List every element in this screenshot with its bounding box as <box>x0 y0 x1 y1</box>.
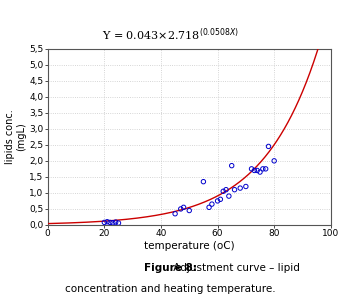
Point <box>113 220 118 225</box>
Point <box>181 205 186 210</box>
Point <box>260 166 266 171</box>
Point <box>187 208 192 213</box>
Point <box>178 206 183 211</box>
Text: concentration and heating temperature.: concentration and heating temperature. <box>65 284 276 294</box>
Point <box>257 170 263 174</box>
Point <box>206 205 212 210</box>
Point <box>254 168 260 173</box>
Point <box>110 220 116 225</box>
Point <box>223 187 229 192</box>
Point <box>263 166 268 171</box>
Point <box>209 202 214 206</box>
Point <box>107 220 113 225</box>
Text: Adjustment curve – lipid: Adjustment curve – lipid <box>170 263 300 273</box>
Point <box>218 197 223 202</box>
Point <box>226 194 232 199</box>
Point <box>243 184 249 189</box>
Point <box>266 144 271 149</box>
Point <box>249 166 254 171</box>
Point <box>221 189 226 194</box>
Text: Y = 0.043$\times$2.718$^{(0.0508X)}$: Y = 0.043$\times$2.718$^{(0.0508X)}$ <box>102 27 239 43</box>
Point <box>116 221 121 226</box>
Point <box>172 211 178 216</box>
Point <box>229 163 235 168</box>
Point <box>232 187 237 192</box>
Point <box>237 186 243 191</box>
Point <box>104 219 110 224</box>
Point <box>271 158 277 163</box>
X-axis label: temperature (oC): temperature (oC) <box>144 241 235 251</box>
Y-axis label: lipids conc.
(mgL): lipids conc. (mgL) <box>5 109 27 164</box>
Point <box>201 179 206 184</box>
Point <box>252 168 257 173</box>
Point <box>102 220 107 225</box>
Text: Figure 8:: Figure 8: <box>144 263 197 273</box>
Point <box>215 199 220 203</box>
